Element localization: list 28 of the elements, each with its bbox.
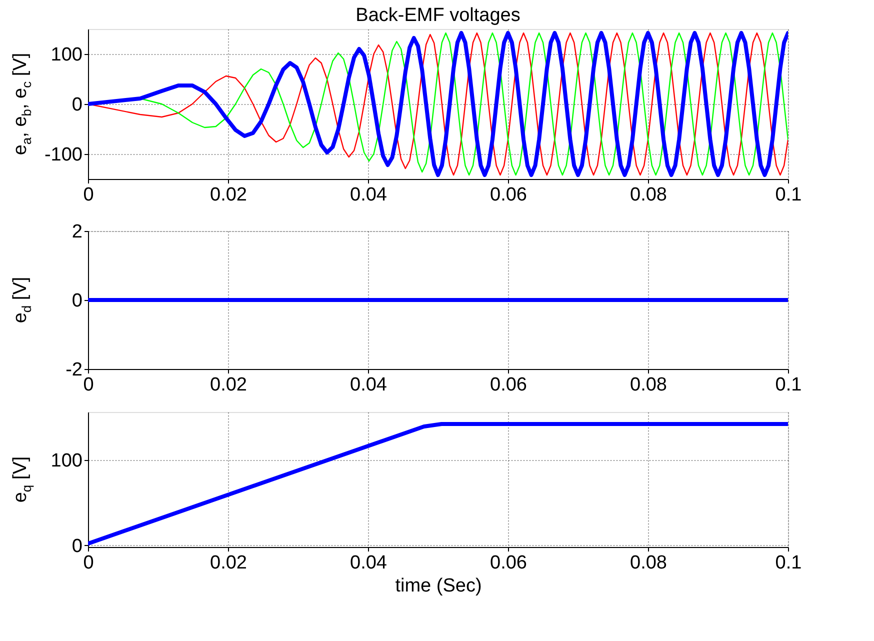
x-tick-label: 0.1 <box>775 552 802 574</box>
y-tick-label: 100 <box>50 450 82 472</box>
x-tick-label: 0.06 <box>490 374 527 396</box>
x-tick-label: 0.04 <box>350 374 388 396</box>
y-tick-label: 2 <box>72 222 82 242</box>
x-tick-label: 0.02 <box>210 374 247 396</box>
x-axis-title: time (Sec) <box>395 576 482 596</box>
x-tick-label: 0.02 <box>210 184 247 206</box>
y-tick-label: -2 <box>66 360 82 380</box>
x-tick-label: 0.08 <box>630 552 667 574</box>
y-tick-label: 0 <box>72 536 82 557</box>
y-tick-label: 0 <box>72 290 82 312</box>
x-tick-label: 0.02 <box>210 552 247 574</box>
y-axis-title: ea, eb, ec [V] <box>10 52 34 156</box>
x-tick-label: 0.08 <box>630 374 667 396</box>
chart-title: Back-EMF voltages <box>356 5 520 26</box>
y-tick-label: -100 <box>44 144 82 166</box>
y-tick-label: 100 <box>50 44 82 66</box>
y-axis-title: eq [V] <box>10 456 34 503</box>
x-tick-label: 0.04 <box>350 552 388 574</box>
y-tick-label: 0 <box>72 94 82 116</box>
x-tick-label: 0.04 <box>350 184 388 206</box>
x-tick-label: 0.08 <box>630 184 667 206</box>
x-tick-label: 0.06 <box>490 184 527 206</box>
x-tick-label: 0.1 <box>775 184 802 206</box>
x-tick-label: 0.06 <box>490 552 527 574</box>
y-axis-title: ed [V] <box>10 276 34 324</box>
x-tick-label: 0.1 <box>775 374 802 396</box>
